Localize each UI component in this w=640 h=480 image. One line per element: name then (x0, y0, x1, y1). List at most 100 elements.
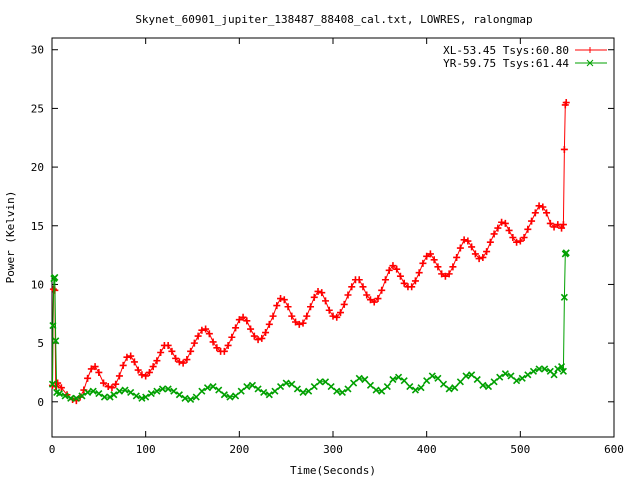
data-point-xl (130, 358, 138, 366)
data-point-yr (535, 365, 543, 373)
data-point-yr (132, 392, 140, 400)
data-point-xl (558, 224, 566, 232)
data-point-xl (344, 291, 352, 299)
data-point-yr (524, 371, 532, 379)
data-point-yr (260, 388, 268, 396)
data-point-yr (496, 373, 504, 381)
x-tick-label: 100 (136, 443, 156, 456)
data-point-yr (378, 387, 386, 395)
data-point-xl (483, 248, 491, 256)
data-point-xl (400, 279, 408, 287)
data-point-xl (385, 266, 393, 274)
y-tick-label: 25 (31, 102, 44, 115)
data-point-xl (559, 221, 567, 229)
data-point-yr (299, 388, 307, 396)
data-point-yr (554, 365, 562, 373)
data-point-yr (439, 380, 448, 388)
data-point-xl (453, 253, 461, 261)
x-tick-label: 200 (229, 443, 249, 456)
data-point-xl (494, 224, 502, 232)
data-point-xl (303, 312, 311, 320)
data-point-yr (254, 385, 262, 393)
legend-marker-xl (587, 47, 593, 53)
data-point-xl (396, 272, 404, 280)
data-point-yr (389, 375, 397, 384)
series-xl (48, 99, 570, 405)
data-point-xl (112, 380, 120, 388)
data-point-yr (456, 378, 464, 386)
data-point-xl (123, 353, 131, 361)
data-point-xl (426, 250, 434, 258)
chart-title: Skynet_60901_jupiter_138487_88408_cal.tx… (135, 13, 532, 26)
data-point-yr (344, 385, 352, 393)
legend-label-yr: YR-59.75 Tsys:61.44 (443, 57, 569, 70)
data-point-yr (395, 373, 403, 381)
data-point-yr (215, 386, 223, 394)
legend-marker-yr (586, 59, 594, 67)
data-point-xl (280, 296, 288, 304)
data-point-xl (531, 209, 539, 217)
data-point-yr (100, 393, 109, 401)
data-point-xl (486, 238, 494, 246)
data-point-xl (393, 265, 401, 273)
series-yr (48, 249, 570, 404)
data-point-xl (562, 99, 570, 107)
data-point-yr (158, 385, 167, 393)
data-point-xl (509, 234, 517, 241)
data-point-yr (170, 387, 178, 395)
data-point-yr (243, 382, 251, 391)
data-point-xl (329, 312, 337, 320)
data-point-xl (441, 272, 449, 280)
data-point-xl (520, 234, 528, 241)
x-tick-label: 300 (323, 443, 343, 456)
data-point-xl (310, 293, 318, 301)
data-point-yr (383, 382, 391, 391)
data-point-yr (562, 249, 570, 257)
data-point-xl (232, 324, 240, 332)
data-point-xl (445, 270, 453, 278)
data-point-xl (468, 243, 476, 251)
data-point-yr (142, 393, 150, 401)
data-point-xl (501, 219, 509, 227)
data-point-xl (277, 295, 285, 303)
data-point-yr (282, 379, 290, 387)
x-tick-label: 0 (49, 443, 56, 456)
data-point-yr (121, 386, 129, 394)
data-point-yr (127, 388, 135, 396)
x-tick-label: 600 (604, 443, 624, 456)
legend: XL-53.45 Tsys:60.80 YR-59.75 Tsys:61.44 (443, 44, 607, 70)
data-point-xl (318, 289, 326, 297)
data-point-xl (374, 295, 382, 303)
data-point-yr (338, 388, 346, 396)
data-point-xl (153, 357, 161, 365)
data-point-xl (100, 379, 108, 387)
data-point-yr (89, 387, 97, 395)
data-point-xl (194, 332, 202, 340)
data-point-xl (209, 338, 217, 346)
data-point-yr (271, 387, 279, 395)
x-tick-label: 400 (417, 443, 437, 456)
data-point-xl (175, 358, 183, 366)
data-point-yr (305, 387, 313, 395)
data-point-xl (524, 225, 532, 233)
data-point-yr (513, 377, 521, 385)
data-point-xl (299, 319, 307, 327)
data-point-xl (258, 334, 266, 342)
data-point-xl (363, 291, 371, 299)
data-point-xl (295, 320, 303, 328)
data-point-xl (157, 349, 165, 357)
data-point-yr (78, 392, 86, 400)
data-point-yr (67, 394, 75, 402)
data-point-xl (546, 219, 554, 227)
data-point-xl (419, 259, 427, 267)
data-point-yr (48, 380, 57, 388)
data-point-xl (415, 269, 423, 277)
data-point-yr (361, 375, 369, 384)
data-point-xl (456, 244, 464, 252)
data-point-yr (293, 385, 301, 393)
data-point-yr (423, 377, 431, 385)
data-point-xl (460, 236, 468, 244)
data-point-xl (164, 341, 172, 349)
y-tick-label: 0 (37, 396, 44, 409)
